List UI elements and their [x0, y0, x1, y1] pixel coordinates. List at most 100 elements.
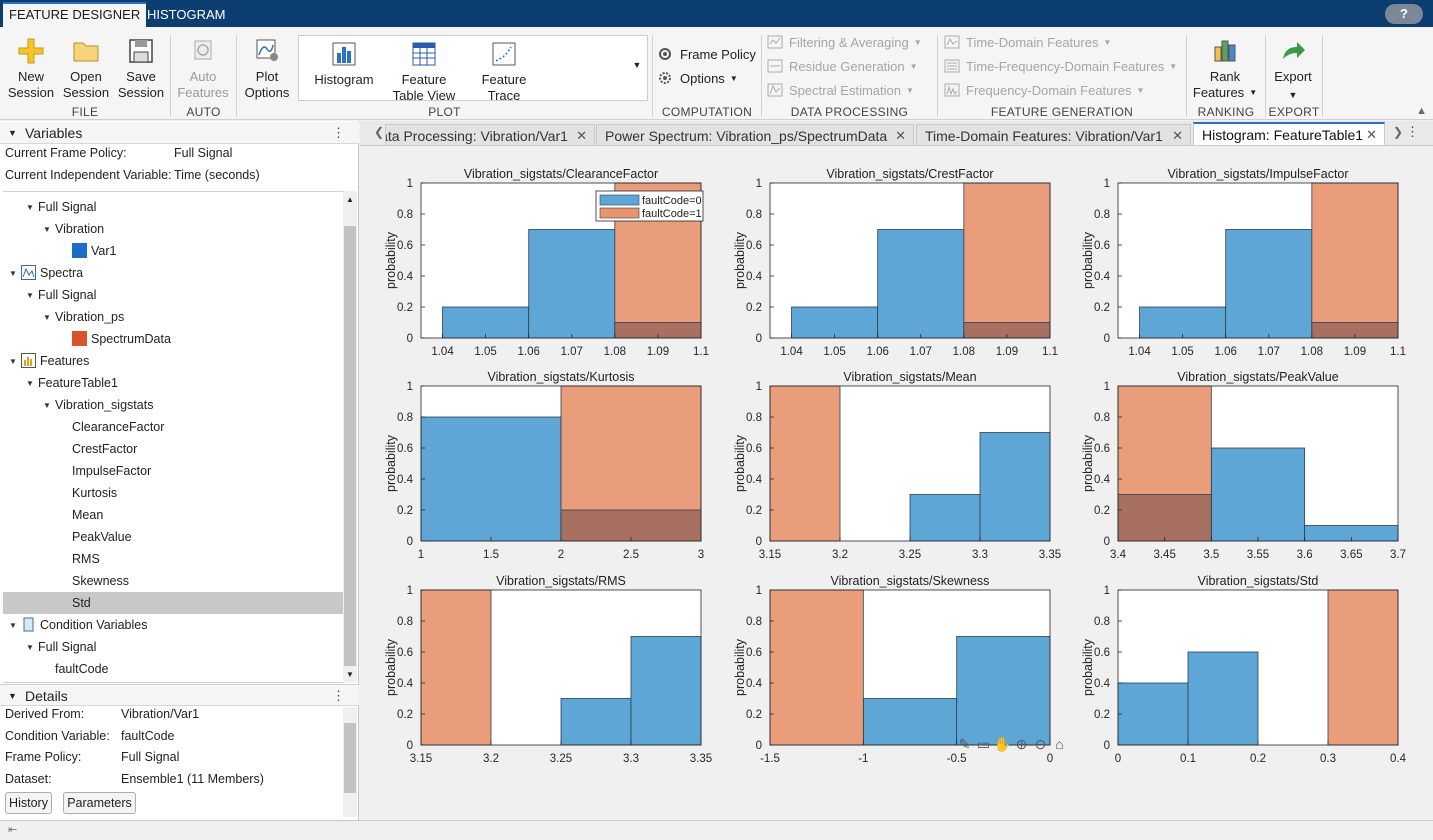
expand-arrow-icon[interactable]: ▼: [43, 401, 51, 410]
new-session-label: New Session: [7, 69, 55, 100]
tree-item[interactable]: CrestFactor: [3, 438, 343, 460]
open-session-button[interactable]: Open Session: [60, 37, 112, 101]
expand-arrow-icon[interactable]: ▼: [9, 357, 17, 366]
histogram-bar-faultcode-1: [1311, 182, 1399, 339]
tree-item[interactable]: ▼ Full Signal: [3, 636, 343, 658]
collapse-arrow-icon[interactable]: ▼: [8, 128, 17, 138]
tree-item[interactable]: ▼ FeatureTable1: [3, 372, 343, 394]
more-options-icon[interactable]: ⋮: [332, 688, 345, 703]
close-tab-icon[interactable]: ✕: [1172, 128, 1183, 143]
expand-arrow-icon[interactable]: ▼: [43, 313, 51, 322]
tree-item[interactable]: Mean: [3, 504, 343, 526]
document-tab[interactable]: Power Spectrum: Vibration_ps/SpectrumDat…: [596, 124, 914, 145]
y-tick-label: 0.4: [1094, 271, 1111, 283]
scroll-down-icon[interactable]: ▼: [346, 670, 354, 679]
spectral-estimation-button[interactable]: Spectral Estimation ▼: [767, 81, 914, 101]
tab-feature-designer[interactable]: FEATURE DESIGNER: [3, 2, 147, 27]
expand-arrow-icon[interactable]: ▼: [26, 379, 34, 388]
collapse-ribbon-icon[interactable]: ▲: [1416, 105, 1427, 117]
home-icon[interactable]: ⌂: [1055, 736, 1064, 752]
new-session-button[interactable]: New Session: [6, 37, 56, 101]
gallery-expand-icon[interactable]: ▼: [632, 60, 642, 70]
history-button[interactable]: History: [5, 792, 52, 814]
tree-item[interactable]: Std: [3, 592, 343, 614]
tree-item-label: FeatureTable1: [38, 376, 118, 390]
rank-features-button[interactable]: Rank Features ▼: [1192, 37, 1258, 101]
histogram-button[interactable]: Histogram: [309, 40, 379, 88]
tree-item[interactable]: Var1: [3, 240, 343, 262]
tree-item[interactable]: RMS: [3, 548, 343, 570]
tree-item[interactable]: ▼ Condition Variables: [3, 614, 343, 636]
status-collapse-icon[interactable]: ⇤: [8, 824, 18, 836]
x-tick-label: 1.07: [561, 346, 583, 358]
collapse-arrow-icon[interactable]: ▼: [8, 691, 17, 701]
expand-arrow-icon[interactable]: ▼: [26, 203, 34, 212]
tab-histogram[interactable]: HISTOGRAM: [147, 7, 226, 22]
tree-item[interactable]: Kurtosis: [3, 482, 343, 504]
tab-scroll-right-icon[interactable]: ❯: [1392, 125, 1403, 139]
tree-item[interactable]: SpectrumData: [3, 328, 343, 350]
details-scroll-thumb[interactable]: [344, 723, 356, 793]
tree-item[interactable]: ▼ Vibration_sigstats: [3, 394, 343, 416]
residue-generation-button[interactable]: Residue Generation ▼: [767, 57, 918, 77]
tree-item[interactable]: ▼ Vibration: [3, 218, 343, 240]
details-header[interactable]: ▼ Details ⋮: [0, 684, 359, 706]
tree-item-label: CrestFactor: [72, 442, 138, 456]
close-tab-icon[interactable]: ✕: [895, 128, 906, 143]
x-tick-label: -1.5: [760, 753, 780, 765]
tree-item[interactable]: ▼ Full Signal: [3, 196, 343, 218]
expand-arrow-icon[interactable]: ▼: [26, 643, 34, 652]
tree-item[interactable]: ▼ Full Signal: [3, 284, 343, 306]
tree-item[interactable]: ImpulseFactor: [3, 460, 343, 482]
y-axis-label: probability: [733, 231, 747, 289]
zoom-in-icon[interactable]: ⊕: [1015, 736, 1028, 752]
expand-arrow-icon[interactable]: ▼: [9, 621, 17, 630]
axes-box: [1117, 182, 1399, 339]
more-options-icon[interactable]: ⋮: [332, 125, 345, 140]
time-domain-features-button[interactable]: Time-Domain Features ▼: [944, 33, 1111, 53]
tree-item[interactable]: ▼ Vibration_ps: [3, 306, 343, 328]
plus-icon: [18, 38, 44, 64]
tree-item[interactable]: PeakValue: [3, 526, 343, 548]
tree-item[interactable]: ▼ Spectra: [3, 262, 343, 284]
document-tab[interactable]: Time-Domain Features: Vibration/Var1 ✕: [916, 124, 1191, 145]
time-frequency-label: Time-Frequency-Domain Features: [966, 59, 1165, 74]
expand-arrow-icon[interactable]: ▼: [26, 291, 34, 300]
pan-icon[interactable]: ✋: [993, 736, 1012, 752]
feature-table-view-button[interactable]: Feature Table View: [387, 40, 461, 104]
brush-icon[interactable]: ✎: [958, 736, 971, 752]
frequency-domain-features-button[interactable]: Frequency-Domain Features ▼: [944, 81, 1144, 101]
document-tab[interactable]: Histogram: FeatureTable1 ✕: [1193, 122, 1385, 145]
tree-item[interactable]: Skewness: [3, 570, 343, 592]
document-tab[interactable]: Data Processing: Vibration/Var1 ✕: [385, 124, 595, 145]
close-tab-icon[interactable]: ✕: [576, 128, 587, 143]
scroll-up-icon[interactable]: ▲: [346, 195, 354, 204]
histogram-bar-faultcode-1: [963, 182, 1051, 339]
auto-features-button[interactable]: Auto Features: [176, 37, 230, 101]
more-options-icon[interactable]: ⋮: [1406, 124, 1419, 139]
zoom-out-icon[interactable]: ⊖: [1034, 736, 1047, 752]
close-tab-icon[interactable]: ✕: [1366, 127, 1377, 142]
options-button[interactable]: Options ▼: [658, 69, 738, 89]
tab-scroll-left-icon[interactable]: ❮: [374, 125, 385, 139]
variables-header[interactable]: ▼ Variables ⋮: [0, 122, 359, 144]
expand-arrow-icon[interactable]: ▼: [9, 269, 17, 278]
datatip-icon[interactable]: ▭: [976, 736, 991, 752]
save-session-button[interactable]: Save Session: [115, 37, 167, 101]
frame-policy-button[interactable]: Frame Policy: [658, 45, 756, 65]
feature-trace-button[interactable]: Feature Trace: [469, 40, 539, 104]
tree-item[interactable]: ▼ Features: [3, 350, 343, 372]
tree-scroll-thumb[interactable]: [344, 226, 356, 666]
details-scrollbar[interactable]: [343, 707, 357, 817]
export-button[interactable]: Export ▼: [1268, 37, 1318, 103]
filtering-averaging-button[interactable]: Filtering & Averaging ▼: [767, 33, 922, 53]
y-tick-label: 0.8: [397, 412, 413, 424]
tree-item[interactable]: ClearanceFactor: [3, 416, 343, 438]
help-button[interactable]: ?: [1385, 4, 1423, 24]
plot-options-button[interactable]: Plot Options: [240, 37, 294, 101]
time-frequency-features-button[interactable]: Time-Frequency-Domain Features ▼: [944, 57, 1177, 77]
tree-item[interactable]: faultCode: [3, 658, 343, 680]
parameters-button[interactable]: Parameters: [63, 792, 136, 814]
expand-arrow-icon[interactable]: ▼: [43, 225, 51, 234]
axes-box: [769, 589, 1051, 746]
